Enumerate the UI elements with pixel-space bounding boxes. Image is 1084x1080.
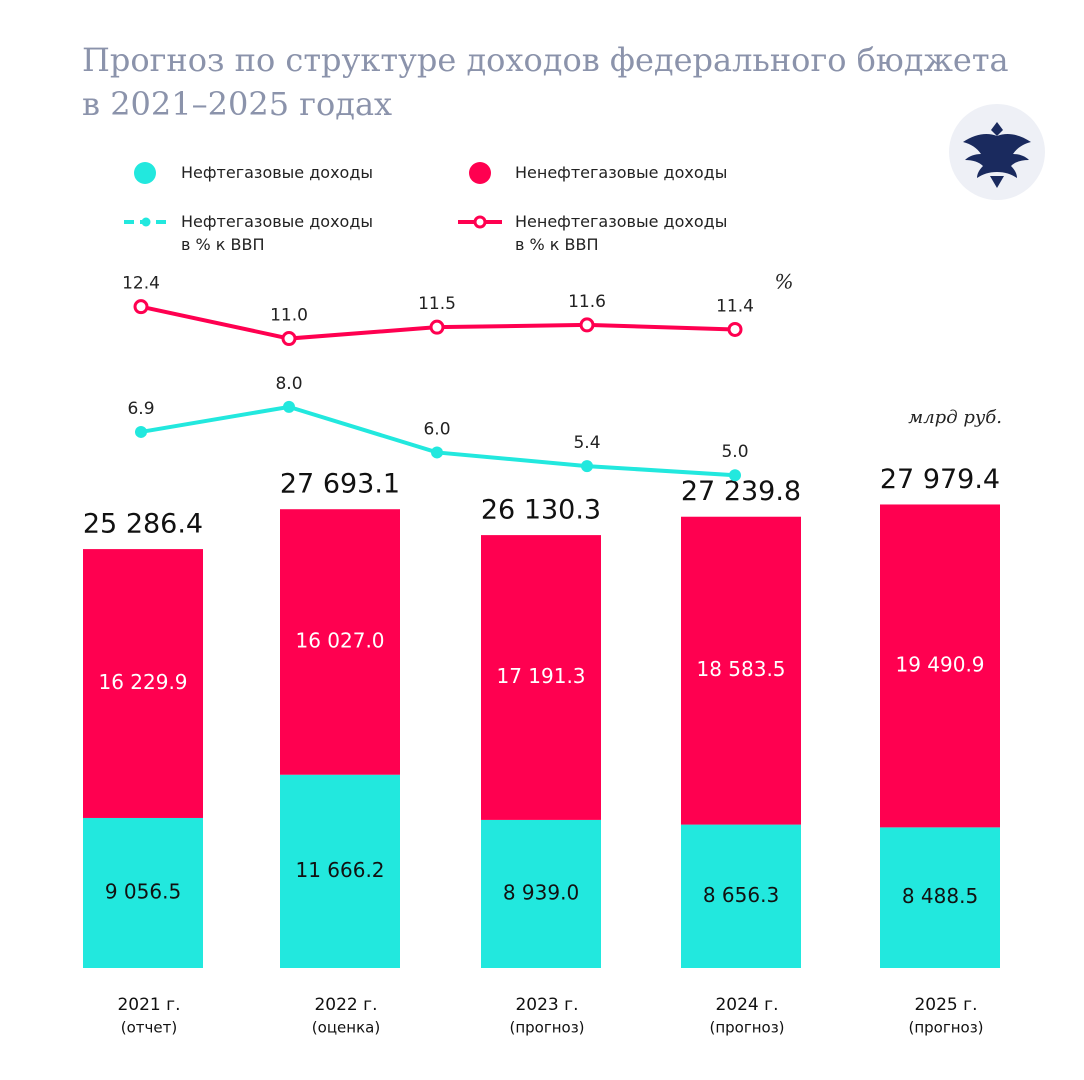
value-label: 5.0 [721,442,748,462]
x-tick-label: 2022 г. [314,995,377,1015]
bar-segment [481,535,601,820]
legend-label: Ненефтегазовые доходы [515,163,728,182]
chart-title: Прогноз по структуре доходов федеральног… [82,41,1009,123]
x-tick-note: (прогноз) [709,1019,784,1037]
point [429,319,445,335]
legend-label: Ненефтегазовые доходы в % к ВВП [515,212,728,254]
bar-segment [481,819,601,968]
legend-swatch [134,162,156,184]
value-label: 9 056.5 [105,879,181,903]
bar-segment [681,516,801,825]
total-label: 25 286.4 [83,509,203,540]
point [581,460,593,473]
point [133,299,149,315]
total-label: 27 239.8 [681,476,801,507]
legend-swatch [469,162,491,184]
legend-label: Нефтегазовые доходы [181,163,374,182]
x-tick-note: (прогноз) [908,1019,983,1037]
value-label: 6.9 [127,399,154,419]
line-unit: % [774,270,793,294]
value-label: 16 027.0 [295,628,384,652]
point [579,317,595,333]
line [140,404,736,478]
point [727,321,743,337]
value-label: 18 583.5 [696,657,785,681]
value-label: 11 666.2 [295,858,384,882]
value-label: 12.4 [122,274,160,294]
value-label: 8.0 [275,374,302,394]
total-label: 26 130.3 [481,495,601,526]
bar-segment [83,549,203,818]
point [729,469,741,482]
legend-label: Нефтегазовые доходы в % к ВВП [181,212,374,254]
value-label: 8 656.3 [703,883,779,907]
bar-segment [880,827,1000,968]
value-label: 5.4 [573,433,600,453]
bar-segment [280,774,400,968]
x-tick-label: 2023 г. [515,995,578,1015]
logo [963,122,1031,188]
bar-segment [280,509,400,775]
value-label: 11.6 [568,292,606,312]
legend-swatch [473,215,487,229]
value-label: 19 490.9 [895,652,984,676]
value-label: 6.0 [423,419,450,439]
x-tick-label: 2021 г. [117,995,180,1015]
x-tick-label: 2024 г. [715,995,778,1015]
point [135,425,147,438]
value-label: 8 488.5 [902,884,978,908]
x-tick-note: (прогноз) [509,1019,584,1037]
x-tick-note: (отчет) [121,1019,177,1037]
bar-segment [681,824,801,968]
total-label: 27 693.1 [280,469,400,500]
value-label: 11.4 [716,296,754,316]
value-label: 11.5 [418,294,456,314]
bar-segment [83,817,203,968]
value-label: 11.0 [270,306,308,326]
legend-swatch [141,217,151,227]
bar-segment [880,504,1000,828]
value-label: 17 191.3 [496,664,585,688]
total-label: 27 979.4 [880,464,1000,495]
x-tick-label: 2025 г. [914,995,977,1015]
value-label: 16 229.9 [98,670,187,694]
point [281,331,297,347]
point [283,400,295,413]
value-label: 8 939.0 [503,880,579,904]
point [431,446,443,459]
bar-unit: млрд руб. [908,407,1002,428]
x-tick-note: (оценка) [312,1019,380,1037]
